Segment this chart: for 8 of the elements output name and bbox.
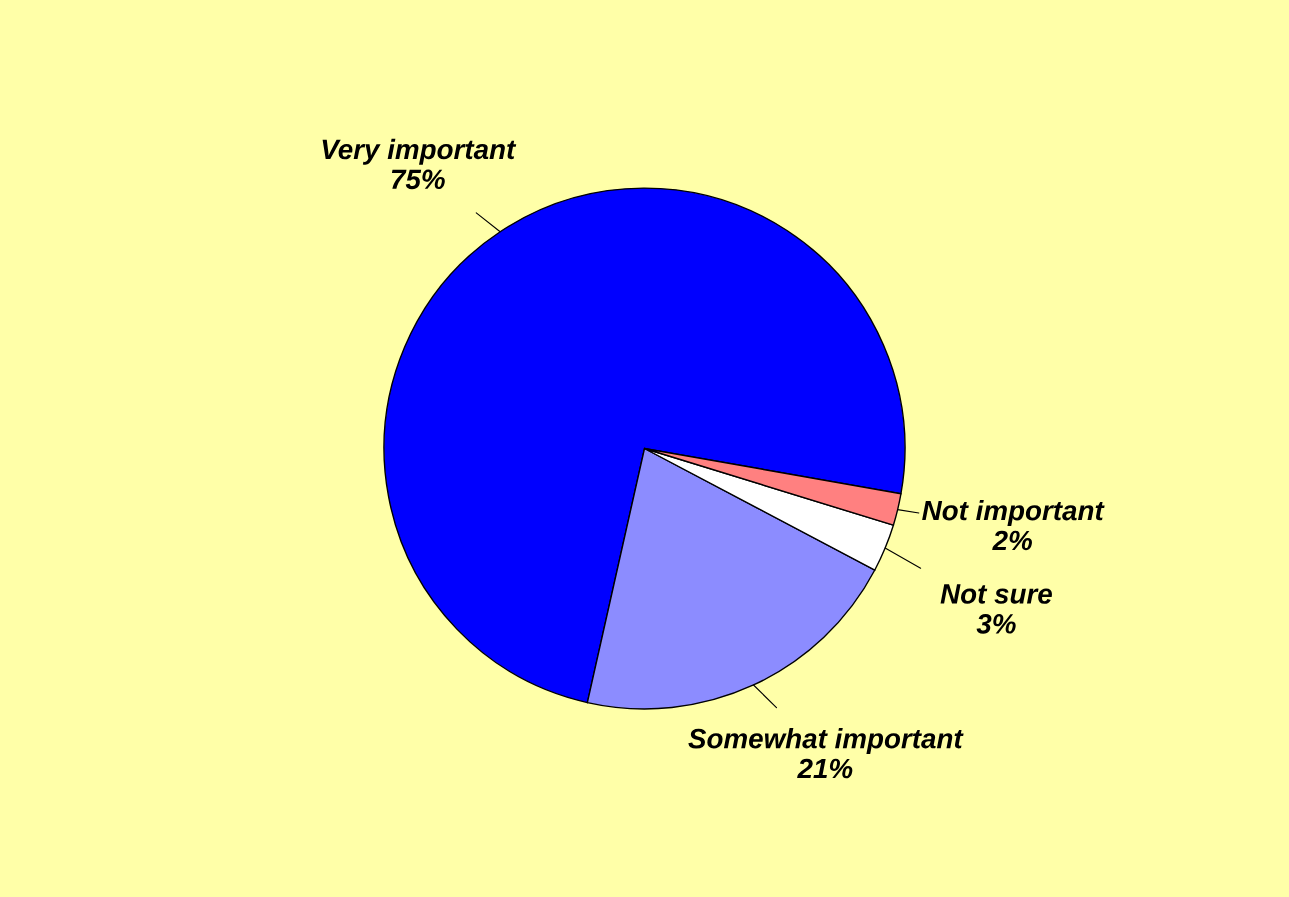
slice-label: Somewhat important — [688, 728, 964, 754]
data-label: 75% — [391, 169, 445, 190]
slice-label: Very important — [322, 138, 517, 165]
data-label: 2% — [992, 530, 1032, 551]
slice-label: Not sure — [940, 584, 1052, 604]
slice-label: Not important — [922, 499, 1105, 526]
data-label: 3% — [976, 613, 1016, 634]
data-label: 21% — [797, 758, 853, 779]
